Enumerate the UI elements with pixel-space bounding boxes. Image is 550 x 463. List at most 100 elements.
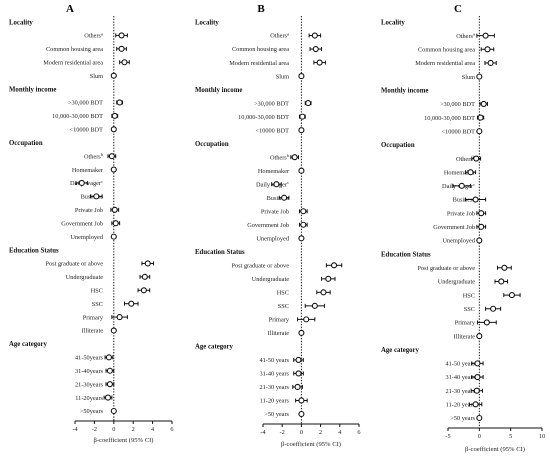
point-estimate xyxy=(480,100,487,107)
point-estimate xyxy=(300,221,307,228)
row-label: Unemployed xyxy=(256,235,289,242)
point-estimate xyxy=(118,45,125,52)
point-estimate xyxy=(112,220,119,227)
point-estimate xyxy=(482,32,489,39)
group-header: Locality xyxy=(195,19,219,26)
row-label: Othersa xyxy=(456,32,475,40)
x-tick-label: -4 xyxy=(72,426,78,433)
point-estimate xyxy=(110,126,117,133)
point-estimate xyxy=(476,128,483,135)
point-estimate xyxy=(298,73,305,80)
group-header: Monthly income xyxy=(195,87,242,94)
row-label: Post graduate or above xyxy=(45,261,103,268)
row-label: >50years xyxy=(80,408,104,415)
panel-a: A Locality Othersa Common housing area Moder… xyxy=(9,3,174,444)
point-estimate xyxy=(110,166,117,173)
row-label: Common housing area xyxy=(232,46,289,53)
row-label: Business xyxy=(267,195,290,202)
point-estimate xyxy=(111,112,118,119)
row-label: Undergraduate xyxy=(438,279,476,286)
point-estimate xyxy=(474,360,481,367)
point-estimate xyxy=(476,73,483,80)
point-estimate xyxy=(300,208,307,215)
point-estimate xyxy=(93,193,100,200)
row-label: Unemployed xyxy=(70,234,103,241)
point-estimate xyxy=(110,327,117,334)
row-label: 31-40years xyxy=(75,368,104,375)
row-label: Undergraduate xyxy=(252,276,290,283)
row-label: 21-30 years xyxy=(259,384,289,391)
point-estimate xyxy=(316,59,323,66)
point-estimate xyxy=(110,233,117,240)
panel-letter: C xyxy=(454,3,462,15)
point-estimate xyxy=(111,206,118,213)
point-estimate xyxy=(118,32,125,39)
row-label: Government Job xyxy=(247,222,289,229)
point-estimate xyxy=(116,99,123,106)
row-label: 11-20 years xyxy=(446,402,476,409)
point-estimate xyxy=(476,414,483,422)
point-estimate xyxy=(299,113,306,120)
group-header: Occupation xyxy=(195,141,229,148)
point-estimate xyxy=(487,59,494,67)
point-estimate xyxy=(298,235,305,242)
row-label: Othersa xyxy=(84,31,103,39)
point-estimate xyxy=(106,381,113,388)
row-label: Common housing area xyxy=(46,46,103,53)
group-header: Education Status xyxy=(195,249,245,256)
point-estimate xyxy=(320,289,327,296)
point-estimate xyxy=(472,401,479,408)
point-estimate xyxy=(295,370,302,377)
row-label: Unemployed xyxy=(442,238,475,245)
point-estimate xyxy=(298,410,305,418)
point-estimate xyxy=(330,262,338,269)
point-estimate xyxy=(484,46,491,53)
point-estimate xyxy=(490,305,497,312)
group-header: Locality xyxy=(9,19,33,26)
point-estimate xyxy=(305,100,312,107)
row-label: 41-50 years xyxy=(259,357,289,364)
x-tick-label: 10 xyxy=(539,433,545,440)
x-axis-title: β-coefficient (95% CI) xyxy=(94,437,154,444)
row-label: SSC xyxy=(92,301,103,308)
point-estimate xyxy=(298,167,305,174)
row-label: Undergraduate xyxy=(66,274,104,281)
x-tick-label: -4 xyxy=(260,429,266,436)
row-label: Post graduate or above xyxy=(231,263,289,270)
x-tick-label: 0 xyxy=(478,433,481,440)
x-tick-label: 4 xyxy=(338,429,342,436)
point-estimate xyxy=(128,300,135,307)
row-label: Slum xyxy=(90,73,103,80)
row-label: Government Job xyxy=(61,220,103,227)
point-estimate xyxy=(311,302,318,309)
point-estimate xyxy=(476,237,483,244)
row-label: Private Job xyxy=(75,207,103,214)
x-axis-title: β-coefficient (95% CI) xyxy=(281,441,341,448)
point-estimate xyxy=(298,397,305,404)
row-label: >30,000 BDT xyxy=(68,100,103,107)
point-estimate xyxy=(291,154,298,161)
row-label: Common housing area xyxy=(418,47,475,54)
row-label: Private Job xyxy=(447,210,475,217)
row-label: Private Job xyxy=(261,208,289,215)
row-label: Slum xyxy=(462,74,475,81)
row-label: Slum xyxy=(276,73,289,80)
row-label: Illiterate xyxy=(268,330,290,337)
x-tick-label: 5 xyxy=(509,433,512,440)
point-estimate xyxy=(144,260,151,267)
point-estimate xyxy=(303,316,310,323)
point-estimate xyxy=(325,275,332,282)
row-label: Primary xyxy=(83,314,104,321)
row-label: Homemaker xyxy=(258,168,290,175)
row-label: <10000 BDT xyxy=(442,128,476,135)
row-label: Othersb xyxy=(270,153,290,161)
group-header: Monthly income xyxy=(9,86,56,93)
panel-letter: A xyxy=(66,3,74,15)
point-estimate xyxy=(501,264,508,271)
group-header: Education Status xyxy=(381,251,431,258)
row-label: 31-40 years xyxy=(445,374,475,381)
row-label: Post graduate or above xyxy=(417,265,475,272)
row-label: >30,000 BDT xyxy=(440,101,475,108)
point-estimate xyxy=(281,194,288,201)
row-label: Business xyxy=(81,194,104,201)
